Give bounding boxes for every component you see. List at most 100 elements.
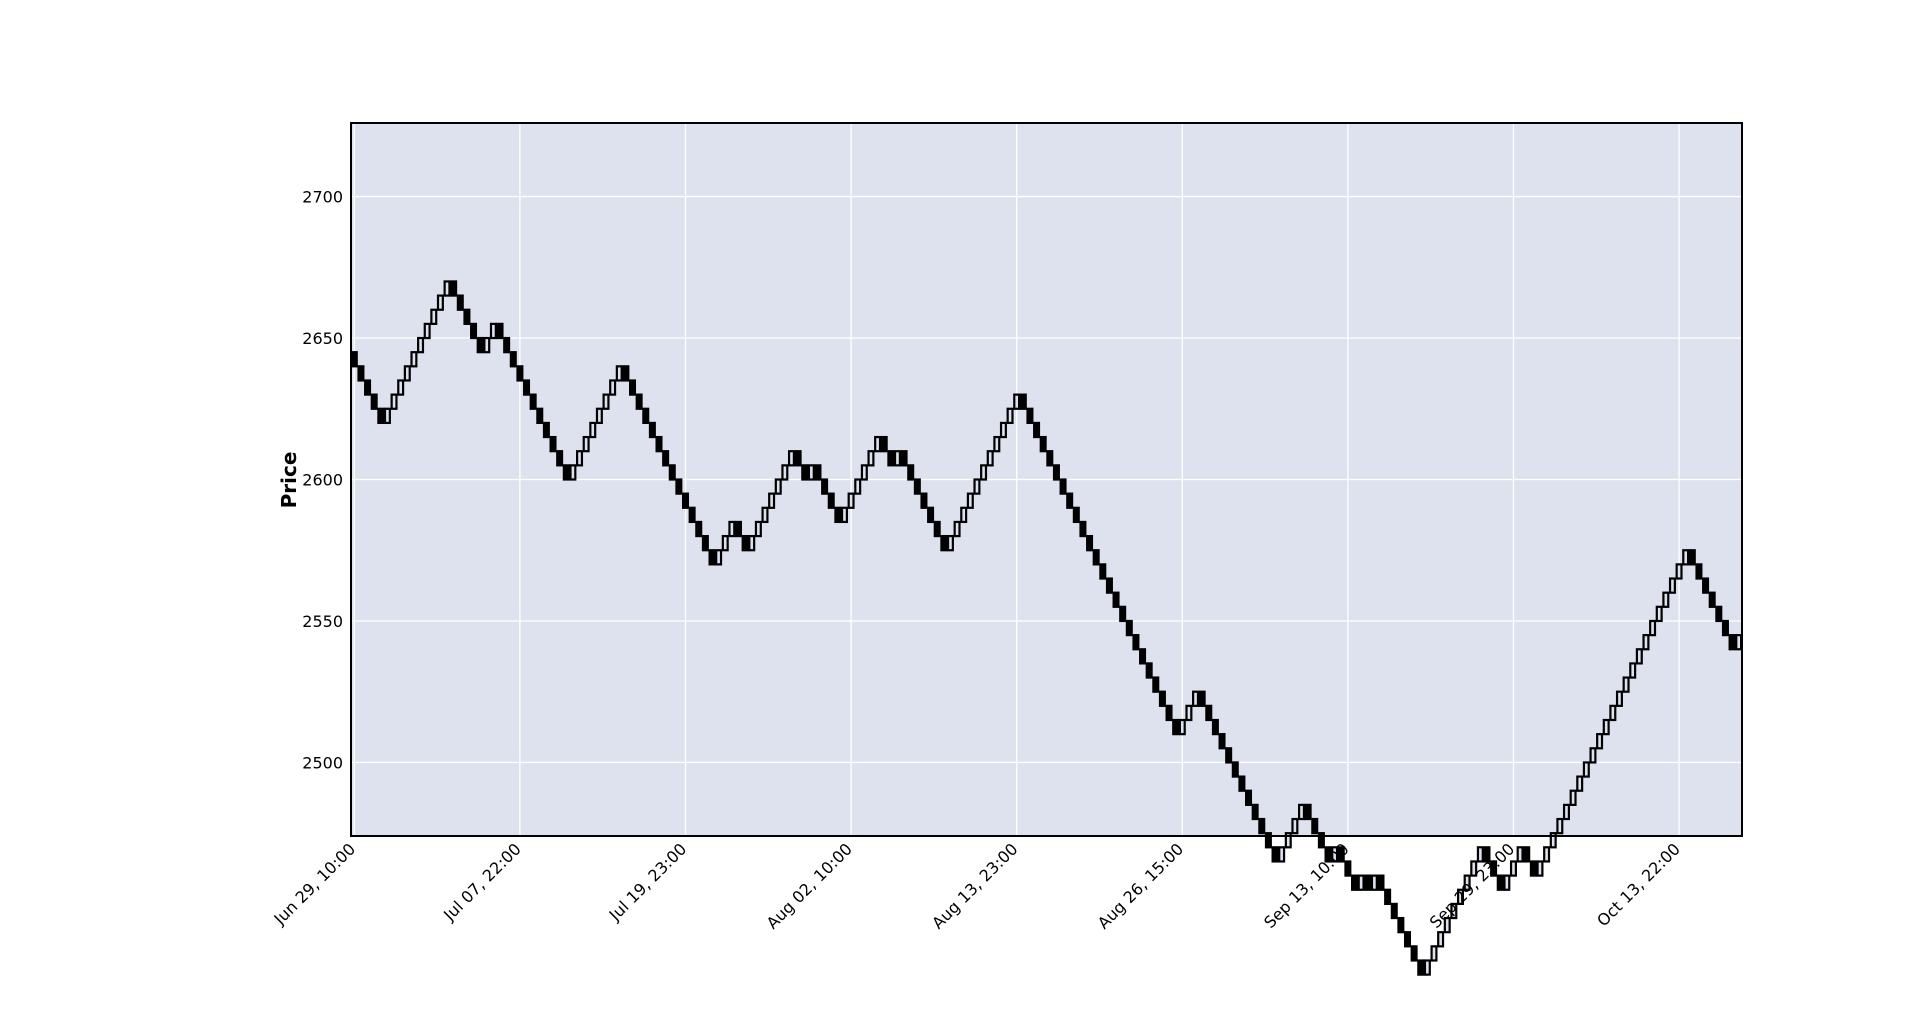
renko-brick-down (887, 450, 895, 467)
renko-brick-up (615, 365, 623, 382)
renko-brick-down (1523, 846, 1531, 863)
renko-brick-down (701, 534, 709, 552)
renko-brick-up (953, 520, 961, 538)
renko-brick-down (1152, 676, 1160, 693)
renko-brick-up (807, 464, 815, 481)
renko-brick-down (1258, 817, 1266, 835)
renko-brick-down (1390, 902, 1398, 920)
renko-brick-up (1543, 846, 1551, 863)
renko-brick-down (476, 336, 484, 354)
renko-brick-down (1344, 860, 1352, 877)
renko-brick-down (1715, 605, 1723, 623)
renko-brick-down (1132, 634, 1140, 651)
renko-brick-down (1251, 803, 1259, 821)
renko-brick-up (1622, 676, 1630, 693)
renko-brick-down (920, 492, 928, 509)
renko-brick-down (880, 435, 888, 453)
renko-brick-up (1649, 619, 1657, 637)
renko-brick-down (1033, 421, 1041, 439)
renko-brick-up (489, 322, 497, 340)
renko-brick-up (1556, 817, 1564, 835)
renko-brick-up (973, 478, 981, 495)
renko-brick-down (648, 421, 656, 439)
renko-brick-down (1417, 959, 1425, 976)
renko-brick-down (1019, 393, 1027, 410)
renko-brick-up (1503, 874, 1511, 891)
renko-brick-up (1602, 718, 1610, 736)
renko-brick-down (1218, 733, 1226, 750)
renko-brick-down (1046, 450, 1054, 467)
renko-brick-down (370, 393, 378, 410)
renko-brick-up (589, 421, 597, 439)
renko-brick-up (483, 336, 491, 354)
renko-brick-down (350, 351, 358, 368)
renko-brick-down (927, 506, 935, 524)
renko-brick-up (1291, 817, 1299, 835)
renko-brick-up (397, 379, 405, 396)
renko-brick-down (1198, 690, 1206, 707)
grid-lines (351, 123, 1742, 836)
renko-brick-down (450, 280, 458, 297)
renko-brick-down (1225, 747, 1233, 764)
renko-brick-down (1026, 407, 1034, 425)
renko-brick-down (940, 534, 948, 552)
renko-brick-down (1092, 549, 1100, 566)
renko-brick-down (516, 365, 524, 382)
renko-brick-down (523, 379, 531, 396)
renko-brick-up (1013, 393, 1021, 410)
renko-brick-up (1668, 577, 1676, 594)
renko-brick-up (1443, 916, 1451, 934)
renko-brick-up (1682, 549, 1690, 566)
renko-brick-up (1642, 634, 1650, 651)
renko-brick-down (529, 393, 537, 410)
renko-brick-down (1086, 534, 1094, 552)
plot-frame (350, 122, 1743, 837)
renko-brick-down (913, 478, 921, 495)
renko-brick-up (1609, 704, 1617, 722)
renko-brick-down (1397, 916, 1405, 934)
renko-brick-down (562, 464, 570, 481)
renko-brick-up (1655, 605, 1663, 623)
renko-brick-down (1072, 506, 1080, 524)
renko-brick-down (1264, 832, 1272, 849)
y-axis: 2500 2550 2600 2650 2700 (302, 188, 343, 773)
renko-brick-down (1205, 704, 1213, 722)
renko-brick-up (1006, 407, 1014, 425)
renko-brick-down (1039, 435, 1047, 453)
renko-brick-down (549, 435, 557, 453)
renko-brick-up (946, 534, 954, 552)
x-tick-label: Jul 19, 23:00 (605, 839, 691, 925)
renko-brick-down (635, 393, 643, 410)
renko-brick-up (1576, 775, 1584, 792)
renko-brick-down (456, 294, 464, 311)
renko-brick-down (357, 365, 365, 382)
renko-brick-down (933, 520, 941, 538)
renko-brick-down (1529, 860, 1537, 877)
renko-brick-up (1298, 803, 1306, 821)
renko-brick-up (569, 464, 577, 481)
renko-brick-up (1357, 874, 1365, 891)
renko-brick-down (1158, 690, 1166, 707)
renko-brick-down (1377, 874, 1385, 891)
renko-brick-down (536, 407, 544, 425)
renko-brick-up (1423, 959, 1431, 976)
renko-brick-up (602, 393, 610, 410)
renko-brick-up (768, 492, 776, 509)
renko-brick-up (754, 520, 762, 538)
renko-brick-up (761, 506, 769, 524)
renko-brick-down (900, 450, 908, 467)
x-tick-label: Aug 02, 10:00 (763, 839, 856, 932)
renko-brick-down (1304, 803, 1312, 821)
renko-brick-up (1470, 860, 1478, 877)
renko-brick-down (1324, 846, 1332, 863)
renko-brick-up (840, 506, 848, 524)
renko-bricks (350, 280, 1743, 976)
renko-brick-down (1099, 563, 1107, 580)
renko-brick-down (622, 365, 630, 382)
renko-brick-down (1066, 492, 1074, 509)
renko-brick-down (662, 450, 670, 467)
renko-brick-down (1403, 931, 1412, 948)
renko-brick-up (1569, 789, 1577, 806)
renko-brick-down (1271, 846, 1279, 863)
renko-brick-down (688, 506, 696, 524)
